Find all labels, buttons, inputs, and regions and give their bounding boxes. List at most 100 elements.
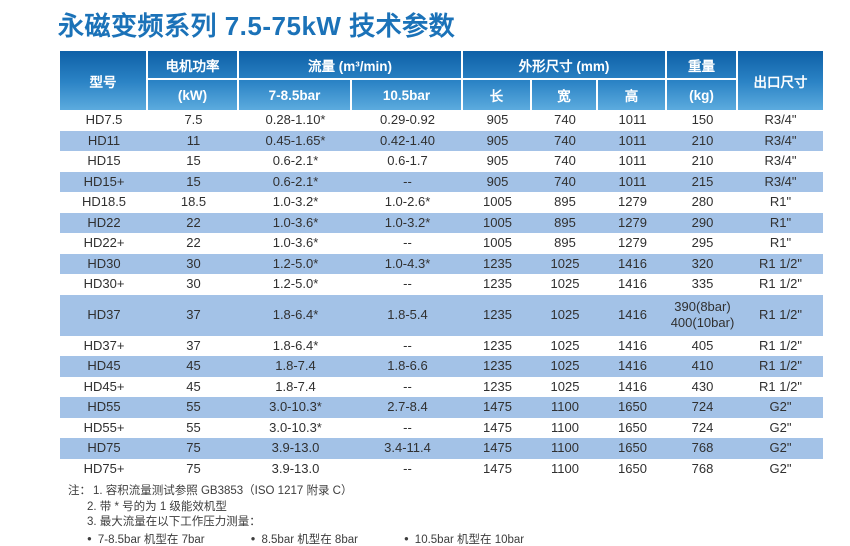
cell-weight: 280	[691, 194, 714, 210]
cell-weight: 335	[691, 276, 714, 292]
cell-length: 1475	[483, 419, 512, 435]
cell-model: HD22+	[83, 235, 125, 251]
cell-weight: 320	[691, 255, 714, 271]
cell-height: 1011	[618, 112, 647, 128]
cell-height: 1650	[618, 440, 647, 456]
cell-width: 895	[554, 194, 576, 210]
cell-width: 1100	[551, 440, 579, 456]
cell-flow2: 1.0-4.3*	[384, 255, 431, 271]
cell-width: 1100	[551, 419, 579, 435]
cell-outlet: R1 1/2"	[759, 255, 802, 271]
cell-width: 895	[554, 214, 576, 230]
table-row: HD15 15 0.6-2.1* 0.6-1.7 905 740 1011 210 R3/4"	[60, 151, 823, 172]
cell-flow1: 1.8-7.4	[275, 378, 316, 394]
cell-model: HD55+	[83, 419, 125, 435]
cell-flow1: 1.0-3.6*	[272, 235, 319, 251]
cell-model: HD75+	[83, 460, 125, 476]
header-flow-10-5bar: 10.5bar	[352, 80, 463, 110]
cell-outlet: R1"	[769, 214, 792, 230]
cell-length: 1235	[483, 337, 512, 353]
cell-length: 1005	[483, 235, 512, 251]
bullet-item: ● 10.5bar 机型在 10bar	[404, 531, 524, 546]
cell-length: 1235	[483, 378, 512, 394]
cell-outlet: R1 1/2"	[759, 337, 802, 353]
cell-length: 1475	[483, 440, 512, 456]
cell-power: 37	[186, 306, 201, 322]
cell-length: 905	[486, 153, 509, 169]
cell-width: 740	[554, 153, 576, 169]
cell-width: 1025	[550, 276, 580, 292]
header-weight-unit: (kg)	[667, 80, 738, 110]
table-row: HD37 37 1.8-6.4* 1.8-5.4 1235 1025 1416 390(8ba…	[60, 294, 823, 336]
cell-flow2: 1.8-6.6	[387, 358, 428, 374]
cell-flow2: 0.42-1.40	[380, 132, 435, 148]
cell-length: 1235	[483, 306, 512, 322]
cell-model: HD37	[87, 306, 121, 322]
header-dimensions-group: 外形尺寸 (mm)	[463, 51, 667, 80]
cell-model: HD45	[87, 358, 121, 374]
cell-weight: 430	[691, 378, 714, 394]
header-model: 型号	[60, 51, 148, 110]
cell-weight: 390(8bar) 400(10bar)	[670, 298, 735, 330]
cell-flow2: --	[403, 419, 412, 435]
cell-model: HD11	[87, 132, 121, 148]
cell-weight: 724	[691, 419, 714, 435]
cell-weight: 768	[691, 440, 714, 456]
cell-flow1: 1.8-7.4	[275, 358, 316, 374]
footnote-bullets: ● 7-8.5bar 机型在 7bar ● 8.5bar 机型在 8bar ● 10.…	[68, 531, 524, 546]
cell-flow1: 0.6-2.1*	[272, 153, 319, 169]
header-motor-power: 电机功率	[148, 51, 239, 80]
cell-flow1: 1.0-3.2*	[272, 194, 319, 210]
cell-power: 75	[186, 440, 201, 456]
bullet-text: 8.5bar 机型在 8bar	[261, 533, 358, 546]
cell-width: 1025	[550, 337, 580, 353]
header-motor-power-unit: (kW)	[148, 80, 239, 110]
cell-model: HD7.5	[85, 112, 123, 128]
cell-height: 1011	[618, 153, 647, 169]
cell-weight: 210	[691, 132, 714, 148]
cell-flow1: 0.6-2.1*	[272, 173, 319, 189]
cell-width: 740	[554, 173, 576, 189]
header-flow-group: 流量 (m³/min)	[239, 51, 463, 80]
cell-power: 45	[186, 358, 201, 374]
cell-model: HD30	[87, 255, 121, 271]
cell-flow1: 3.9-13.0	[271, 440, 320, 456]
spec-table: 型号 电机功率 (kW) 流量 (m³/min) 7-8.5bar 10.5ba…	[60, 51, 823, 479]
cell-weight: 295	[691, 235, 714, 251]
cell-height: 1416	[618, 276, 647, 292]
cell-width: 1025	[550, 255, 580, 271]
cell-power: 22	[186, 214, 201, 230]
cell-flow2: 1.0-2.6*	[384, 194, 431, 210]
cell-power: 55	[186, 399, 201, 415]
cell-height: 1650	[618, 419, 647, 435]
cell-power: 30	[186, 255, 201, 271]
table-row: HD45 45 1.8-7.4 1.8-6.6 1235 1025 1416 410 R1 1/…	[60, 356, 823, 377]
table-header: 型号 电机功率 (kW) 流量 (m³/min) 7-8.5bar 10.5ba…	[60, 51, 823, 110]
cell-flow2: --	[403, 378, 412, 394]
bullet-icon: ●	[403, 533, 409, 543]
bullet-item: ● 7-8.5bar 机型在 7bar	[87, 531, 205, 546]
bullet-icon: ●	[250, 533, 256, 543]
table-row: HD37+ 37 1.8-6.4* -- 1235 1025 1416 405 R1 1/2"	[60, 335, 823, 356]
cell-outlet: R3/4"	[764, 112, 797, 128]
cell-model: HD45+	[83, 378, 125, 394]
cell-length: 905	[486, 112, 509, 128]
cell-weight: 210	[691, 153, 714, 169]
cell-width: 1100	[551, 460, 579, 476]
cell-weight: 724	[691, 399, 714, 415]
cell-outlet: R1 1/2"	[759, 306, 802, 322]
cell-length: 1005	[483, 214, 512, 230]
cell-flow1: 3.0-10.3*	[269, 399, 322, 415]
header-weight: 重量	[667, 51, 738, 80]
cell-length: 1235	[483, 358, 512, 374]
cell-height: 1416	[618, 255, 647, 271]
cell-outlet: R1 1/2"	[759, 276, 802, 292]
bullet-text: 7-8.5bar 机型在 7bar	[97, 533, 205, 546]
cell-length: 1235	[483, 255, 512, 271]
cell-outlet: R3/4"	[764, 173, 797, 189]
cell-height: 1416	[618, 337, 647, 353]
cell-flow2: 3.4-11.4	[384, 440, 431, 456]
cell-flow2: --	[403, 173, 412, 189]
cell-height: 1279	[618, 235, 647, 251]
table-row: HD18.5 18.5 1.0-3.2* 1.0-2.6* 1005 895 1279 280…	[60, 192, 823, 213]
